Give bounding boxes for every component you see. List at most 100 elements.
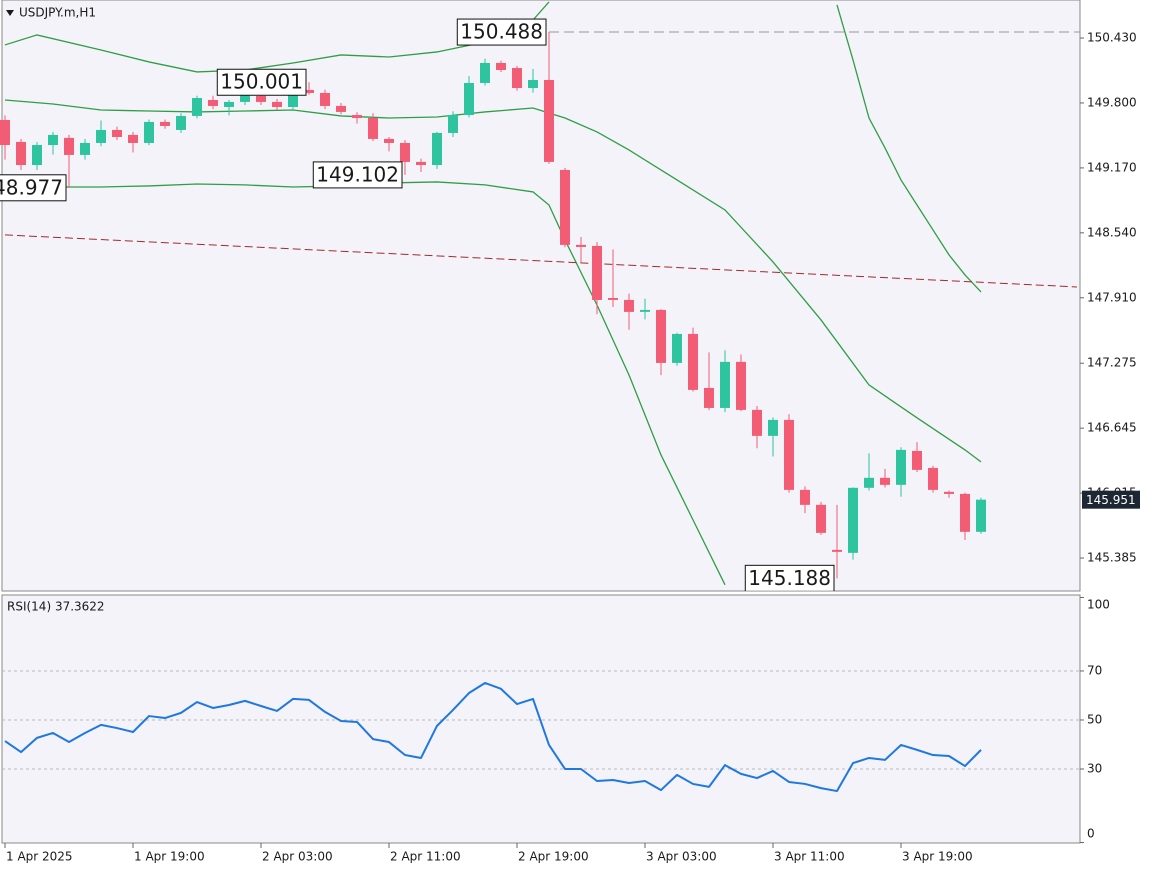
candle-body <box>208 99 218 106</box>
candle-body <box>384 138 394 143</box>
y-tick-label: 148.540 <box>1087 225 1137 239</box>
candle-body <box>880 477 890 485</box>
bollinger-band <box>4 181 726 586</box>
candle-body <box>288 91 298 107</box>
y-tick-label: 30 <box>1087 761 1102 775</box>
candle-body <box>352 115 362 119</box>
rsi-title: RSI(14) 37.3622 <box>7 600 105 614</box>
candle-body <box>784 419 794 490</box>
candle-body <box>0 119 10 146</box>
candle-body <box>80 142 90 155</box>
y-tick-label: 146.645 <box>1087 421 1137 435</box>
current-price-tag <box>1082 490 1140 509</box>
candle-body <box>96 129 106 143</box>
candle-body <box>272 101 282 107</box>
overlay-layer: 1 Apr 2025 1 Apr 19:00 2 Apr 03:00 2 Apr 11… <box>4 31 1140 864</box>
candle-body <box>752 409 762 436</box>
candle-body <box>576 244 586 247</box>
x-tick-label: 2 Apr 11:00 <box>390 850 461 864</box>
candle-body <box>528 79 538 89</box>
main-panel <box>1 0 1081 592</box>
candle-body <box>128 134 138 143</box>
y-tick-label: 70 <box>1087 663 1102 677</box>
candle-body <box>512 68 522 89</box>
candle-body <box>912 450 922 470</box>
candle-body <box>496 62 506 70</box>
candle-body <box>816 504 826 533</box>
candle-body <box>736 361 746 410</box>
price-label: 149.102 <box>316 162 399 186</box>
candle-body <box>416 161 426 166</box>
price-label-box <box>744 564 835 591</box>
x-tick-label: 3 Apr 03:00 <box>646 850 717 864</box>
x-tick-label: 2 Apr 19:00 <box>518 850 589 864</box>
price-label: 148.977 <box>0 175 63 199</box>
candle-body <box>432 132 442 166</box>
candle-body <box>192 98 202 116</box>
y-tick-label: 149.170 <box>1087 160 1137 174</box>
price-label-box <box>456 18 547 46</box>
y-tick-label: 100 <box>1087 598 1110 612</box>
candle-body <box>176 115 186 130</box>
price-label-box <box>0 174 67 202</box>
candle-body <box>544 79 554 162</box>
candle-body <box>640 309 650 312</box>
candle-body <box>672 333 682 363</box>
candle-body <box>944 491 954 494</box>
candle-body <box>560 169 570 245</box>
rsi-plot <box>2 670 1080 793</box>
candle-body <box>656 309 666 363</box>
y-tick-label: 0 <box>1087 827 1095 841</box>
candle-body <box>32 145 42 166</box>
candle-body <box>976 499 986 532</box>
candle-body <box>704 387 714 408</box>
candle-body <box>336 105 346 112</box>
y-tick-label: 50 <box>1087 712 1102 726</box>
price-label-box <box>312 161 403 189</box>
candle-body <box>368 118 378 139</box>
candle-body <box>240 94 250 102</box>
candle-body <box>224 101 234 107</box>
y-tick-label: 147.275 <box>1087 356 1137 370</box>
candle-body <box>720 361 730 408</box>
candle-body <box>624 299 634 312</box>
candle-body <box>688 333 698 390</box>
candle-body <box>448 115 458 133</box>
x-tick-label: 2 Apr 03:00 <box>262 850 333 864</box>
bollinger-band <box>4 99 982 463</box>
candle-body <box>48 134 58 146</box>
candle-body <box>480 62 490 83</box>
candle-body <box>256 95 266 102</box>
candle-body <box>896 449 906 485</box>
chart-title: USDJPY.m,H1 <box>19 6 96 20</box>
symbol-menu-icon[interactable] <box>6 10 14 16</box>
price-label-box <box>216 68 307 96</box>
candle-body <box>592 245 602 300</box>
candle-body <box>160 121 170 126</box>
candle-body <box>320 92 330 106</box>
y-tick-label: 147.910 <box>1087 290 1137 304</box>
candle-body <box>304 89 314 93</box>
rsi-line <box>4 681 982 793</box>
candle-body <box>16 141 26 166</box>
candle-body <box>864 477 874 488</box>
candle-body <box>928 467 938 490</box>
candle-body <box>144 121 154 143</box>
x-tick-label: 3 Apr 11:00 <box>774 850 845 864</box>
x-tick-label: 1 Apr 2025 <box>6 850 73 864</box>
candle-body <box>848 487 858 553</box>
y-tick-label: 145.385 <box>1087 551 1137 565</box>
candle-body <box>112 129 122 137</box>
candle-body <box>768 419 778 436</box>
current-price-label: 145.951 <box>1086 493 1136 507</box>
x-tick-label: 1 Apr 19:00 <box>134 850 205 864</box>
y-tick-label: 150.430 <box>1087 31 1137 45</box>
main-plot: 150.488 150.001 149.102 148.977 145.188 <box>0 1 1080 591</box>
y-tick-label: 149.800 <box>1087 95 1137 109</box>
candle-body <box>960 493 970 532</box>
x-tick-label: 3 Apr 19:00 <box>902 850 973 864</box>
price-label: 150.001 <box>220 70 303 94</box>
price-label: 150.488 <box>460 20 543 44</box>
candle-body <box>800 489 810 505</box>
